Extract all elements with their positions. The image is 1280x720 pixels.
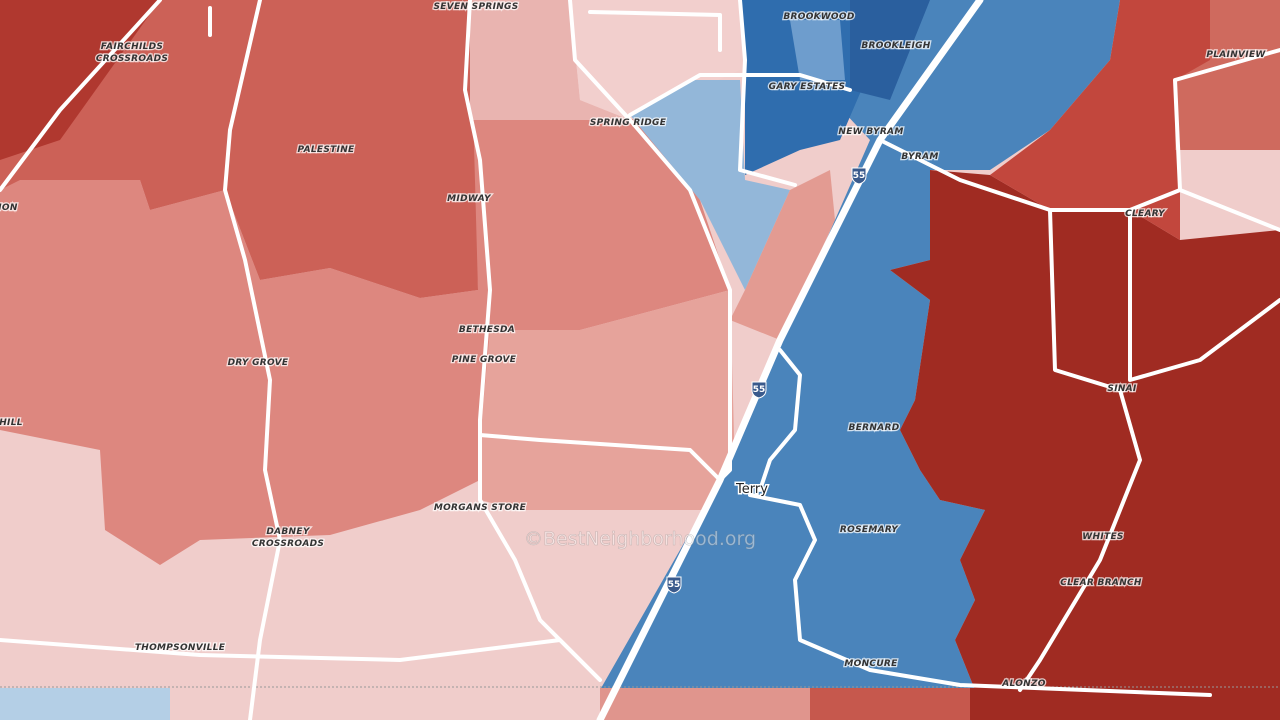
road [1128,208,1280,382]
place-label: FAIRCHILDS [101,42,163,52]
region [0,118,730,565]
highway-shield-label: 55 [753,385,766,395]
town-label: Terry [735,482,768,497]
road [223,0,282,720]
road [463,0,602,682]
place-label: CROSSROADS [96,54,168,64]
road [628,73,852,117]
place-label: CROSSROADS [252,539,324,549]
region [730,170,835,340]
highway-shield-label: 55 [853,171,866,181]
place-label: BROOKLEIGH [861,41,930,51]
region [630,80,790,290]
highway-shield-label: 55 [668,580,681,590]
region [0,688,170,720]
region [790,20,845,80]
highway-shield [851,167,867,185]
place-label: THOMPSONVILLE [135,643,226,653]
place-label: PLAINVIEW [1206,50,1266,60]
region [600,688,810,720]
road [748,493,1212,697]
region [600,0,1120,690]
place-label: DABNEY [266,527,310,537]
region [0,0,478,298]
place-label: SINAI [1107,384,1137,394]
interstate [596,0,984,720]
place-label: BROOKWOOD [783,12,854,22]
place-label: SPRING RIDGE [590,118,667,128]
road [0,0,162,192]
place-label: GARY ESTATES [769,82,846,92]
region [1175,0,1280,150]
road [568,0,732,482]
place-label: MORGANS STORE [434,503,527,513]
place-label: NEW BYRAM [838,127,903,137]
region [890,170,1280,720]
road [588,10,722,52]
place-label: CLEAR BRANCH [1060,578,1142,588]
place-label: PINE GROVE [452,355,517,365]
place-label: ROSEMARY [840,525,899,535]
place-label: SEVEN SPRINGS [433,2,518,12]
place-label: ALONZO [1001,679,1046,689]
place-label: CLEARY [1125,209,1166,219]
watermark: ©BestNeighborhood.org [524,528,756,550]
road [0,638,602,682]
place-label: MONCURE [844,659,898,669]
region [480,290,735,510]
place-label: BYRAM [901,152,938,162]
road [1018,208,1142,692]
region [470,0,630,120]
place-label: WHITES [1082,532,1123,542]
place-label: DRY GROVE [228,358,289,368]
highway-shield [666,576,682,594]
road [478,433,722,482]
road [878,138,1280,232]
region [570,0,740,120]
region [990,0,1280,240]
road [1173,48,1280,192]
region [0,0,160,160]
place-label: MIDWAY [447,194,492,204]
highway-shield [751,381,767,399]
place-label: BETHESDA [459,325,515,335]
place-label: HILL [0,418,23,428]
road [738,0,797,187]
road [758,348,802,492]
labels: SEVEN SPRINGS FAIRCHILDS CROSSROADS BROOKWO… [0,1,1267,691]
region [850,0,930,100]
place-label: PALESTINE [298,145,356,155]
place-label: BERNARD [849,423,900,433]
region [810,688,970,720]
place-label: ION [0,203,18,213]
